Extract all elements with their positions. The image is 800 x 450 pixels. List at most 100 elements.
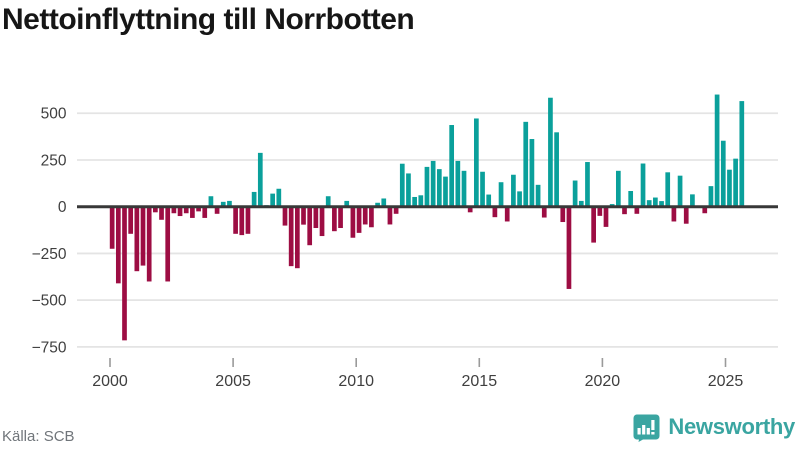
bar: [208, 196, 214, 207]
bar: [325, 196, 331, 207]
bar: [677, 175, 683, 207]
bar: [455, 160, 461, 207]
bar: [294, 206, 300, 269]
bar: [220, 201, 226, 207]
bar: [307, 206, 313, 246]
bar: [603, 206, 609, 227]
bar: [480, 171, 485, 207]
bar: [467, 206, 473, 213]
bar: [165, 206, 171, 282]
bar: [430, 160, 436, 207]
bar: [628, 191, 634, 207]
bar: [115, 206, 121, 284]
bar: [399, 163, 405, 207]
bar: [529, 139, 535, 207]
bar: [733, 158, 738, 207]
bar: [541, 206, 547, 218]
y-tick-label: −500: [32, 293, 67, 310]
bar: [492, 206, 498, 218]
bar: [153, 206, 158, 213]
y-tick-label: −750: [32, 339, 67, 356]
bar: [134, 206, 140, 272]
bar: [276, 188, 282, 207]
bar: [585, 162, 590, 207]
bar: [566, 206, 572, 289]
bar: [690, 194, 695, 207]
bar: [171, 206, 177, 214]
bar: [511, 174, 516, 207]
bar: [449, 125, 455, 207]
bar: [393, 206, 399, 214]
bar: [739, 101, 745, 207]
bar: [369, 206, 374, 228]
x-tick-label: 2005: [215, 373, 251, 390]
bar: [344, 200, 350, 207]
bar: [504, 206, 510, 222]
bar: [140, 206, 146, 266]
bar: [338, 206, 343, 229]
y-tick-label: 500: [41, 106, 67, 123]
source-label: Källa: SCB: [2, 428, 75, 445]
bar: [727, 169, 732, 207]
bar: [356, 206, 362, 233]
bar: [245, 206, 251, 234]
newsworthy-chart-bubble-icon: [633, 414, 660, 442]
bar: [146, 206, 152, 282]
x-tick-label: 2000: [92, 373, 128, 390]
bar: [517, 191, 522, 207]
bar: [665, 172, 671, 207]
bar: [319, 206, 325, 237]
bar: [387, 206, 393, 225]
bar: [622, 206, 627, 215]
bar: [239, 206, 245, 236]
bar: [196, 206, 201, 212]
bar: [381, 198, 387, 207]
x-tick-label: 2010: [338, 373, 374, 390]
bar: [578, 200, 584, 207]
bar: [523, 121, 529, 207]
bar: [572, 180, 578, 207]
bar: [436, 169, 442, 207]
bar: [159, 206, 164, 220]
bar: [128, 206, 134, 234]
bar: [227, 200, 232, 207]
bar: [412, 196, 417, 207]
bar: [720, 140, 726, 207]
bar: [486, 194, 492, 207]
bar: [288, 206, 294, 267]
bar: [270, 193, 275, 207]
bar: [257, 152, 263, 207]
bar: [591, 206, 596, 243]
bar: [214, 206, 220, 214]
bar: [702, 206, 708, 214]
bar: [406, 173, 411, 207]
bar: [461, 170, 467, 207]
bar: [313, 206, 319, 229]
bar: [615, 170, 621, 207]
bar: [708, 186, 714, 207]
bar: [671, 206, 677, 222]
bar: [424, 166, 430, 207]
newsworthy-logo: Newsworthy: [632, 411, 795, 443]
bar: [646, 200, 652, 207]
bar: [683, 206, 689, 224]
bar: [177, 206, 183, 217]
x-tick-label: 2025: [708, 373, 744, 390]
bar: [251, 191, 257, 207]
x-tick-label: 2020: [585, 373, 621, 390]
bar: [362, 206, 368, 225]
bar: [183, 206, 189, 214]
bar: [375, 202, 380, 207]
bar: [418, 195, 424, 207]
bar: [122, 206, 127, 341]
newsworthy-wordmark: Newsworthy: [668, 414, 795, 439]
bar: [190, 206, 195, 218]
page-title: Nettoinflyttning till Norrbotten: [2, 3, 415, 36]
bar: [714, 94, 720, 207]
y-tick-label: 250: [41, 152, 67, 169]
y-tick-label: −250: [32, 246, 67, 263]
bar: [535, 184, 541, 207]
bar: [554, 132, 559, 207]
bar: [560, 206, 566, 223]
